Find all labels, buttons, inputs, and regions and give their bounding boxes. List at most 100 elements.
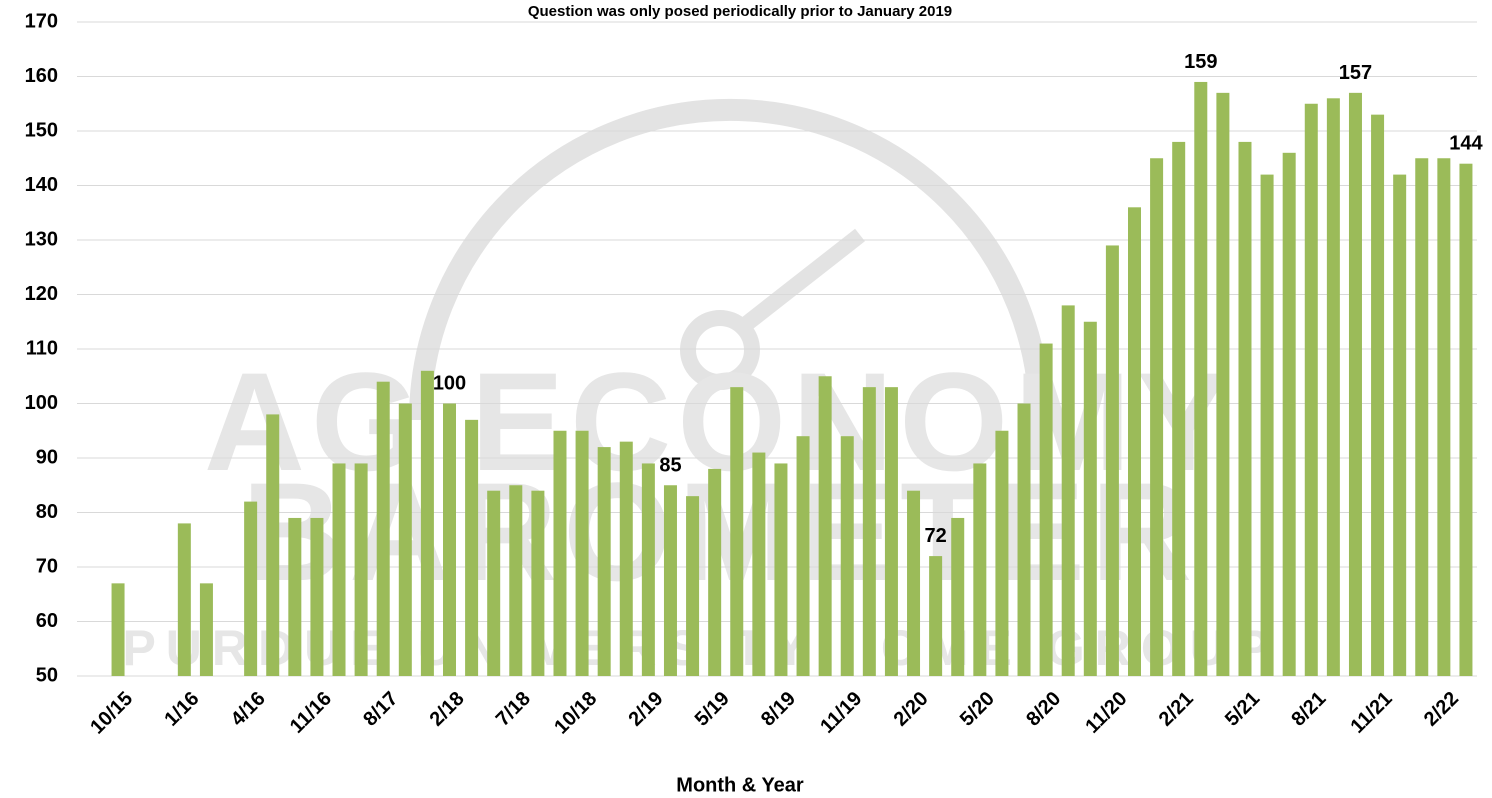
x-tick-label: 8/19 — [757, 688, 800, 731]
x-tick-label: 10/18 — [550, 688, 601, 739]
data-label: 144 — [1449, 133, 1483, 155]
bar — [333, 463, 346, 676]
chart: Question was only posed periodically pri… — [0, 0, 1492, 798]
x-tick-label: 10/15 — [86, 688, 137, 739]
x-tick-label: 11/16 — [286, 688, 336, 738]
bar — [863, 387, 876, 676]
y-tick-label: 90 — [36, 446, 58, 468]
x-tick-label: 11/21 — [1347, 688, 1397, 738]
data-label: 100 — [433, 373, 466, 395]
bar — [1437, 158, 1450, 676]
bar — [553, 431, 566, 676]
x-tick-label: 5/19 — [691, 688, 734, 731]
bar — [531, 491, 544, 676]
bar — [774, 463, 787, 676]
x-tick-label: 5/20 — [956, 688, 999, 731]
chart-subtitle: Question was only posed periodically pri… — [528, 3, 952, 20]
bar — [598, 447, 611, 676]
x-tick-label: 2/19 — [624, 688, 667, 731]
bar — [642, 463, 655, 676]
bar — [752, 453, 765, 676]
bar — [951, 518, 964, 676]
x-tick-label: 2/21 — [1155, 688, 1198, 731]
bar — [708, 469, 721, 676]
bar — [686, 496, 699, 676]
bar — [399, 404, 412, 677]
bar — [112, 583, 125, 676]
x-tick-label: 2/22 — [1420, 688, 1463, 731]
bar — [509, 485, 522, 676]
bar — [1305, 104, 1318, 676]
bar — [1415, 158, 1428, 676]
bar — [620, 442, 633, 676]
data-label: 72 — [925, 525, 947, 547]
bar — [1128, 207, 1141, 676]
bar — [1106, 245, 1119, 676]
bar — [1371, 115, 1384, 676]
data-label: 157 — [1339, 62, 1372, 84]
x-tick-label: 1/16 — [160, 688, 203, 731]
data-label: 85 — [659, 454, 681, 476]
y-tick-label: 100 — [25, 392, 58, 414]
bar — [1349, 93, 1362, 676]
x-tick-label: 2/18 — [426, 688, 469, 731]
y-tick-label: 50 — [36, 664, 58, 686]
bar — [819, 376, 832, 676]
bar — [1040, 344, 1053, 676]
y-tick-label: 150 — [25, 119, 58, 141]
bar — [266, 414, 279, 676]
bar — [995, 431, 1008, 676]
bar — [377, 382, 390, 676]
x-tick-label: 8/17 — [359, 688, 402, 731]
bar — [1018, 404, 1031, 677]
y-tick-label: 140 — [25, 174, 58, 196]
x-tick-label: 2/20 — [890, 688, 933, 731]
bar — [421, 371, 434, 676]
bar — [288, 518, 301, 676]
bar — [1216, 93, 1229, 676]
data-label: 159 — [1184, 51, 1217, 73]
bar — [1062, 305, 1075, 676]
bar — [929, 556, 942, 676]
bar — [1283, 153, 1296, 676]
y-tick-label: 110 — [26, 337, 58, 359]
y-tick-label: 70 — [36, 555, 58, 577]
bar — [576, 431, 589, 676]
y-tick-label: 60 — [36, 610, 58, 632]
bar — [487, 491, 500, 676]
x-tick-label: 11/19 — [816, 688, 866, 738]
bar — [310, 518, 323, 676]
bar — [465, 420, 478, 676]
bar — [841, 436, 854, 676]
bar — [1459, 164, 1472, 676]
bar — [178, 523, 191, 676]
bar — [443, 404, 456, 677]
x-tick-label: 5/21 — [1221, 688, 1264, 731]
bar — [1261, 175, 1274, 676]
bar — [1084, 322, 1097, 676]
x-tick-label: 4/16 — [227, 688, 270, 731]
y-tick-label: 80 — [36, 501, 58, 523]
bar — [1172, 142, 1185, 676]
x-axis-title: Month & Year — [676, 774, 804, 796]
bar — [664, 485, 677, 676]
y-tick-label: 160 — [25, 65, 58, 87]
x-tick-label: 8/21 — [1287, 688, 1330, 731]
bar — [244, 502, 257, 676]
bar — [907, 491, 920, 676]
x-tick-label: 8/20 — [1022, 688, 1065, 731]
bar — [1393, 175, 1406, 676]
bar — [797, 436, 810, 676]
y-tick-label: 120 — [25, 283, 58, 305]
bar — [885, 387, 898, 676]
bar — [355, 463, 368, 676]
bar — [200, 583, 213, 676]
y-tick-label: 170 — [25, 10, 58, 32]
bar — [730, 387, 743, 676]
bar — [973, 463, 986, 676]
x-tick-label: 11/20 — [1081, 688, 1131, 738]
bar — [1327, 98, 1340, 676]
bar — [1150, 158, 1163, 676]
bar — [1238, 142, 1251, 676]
x-tick-label: 7/18 — [492, 688, 535, 731]
